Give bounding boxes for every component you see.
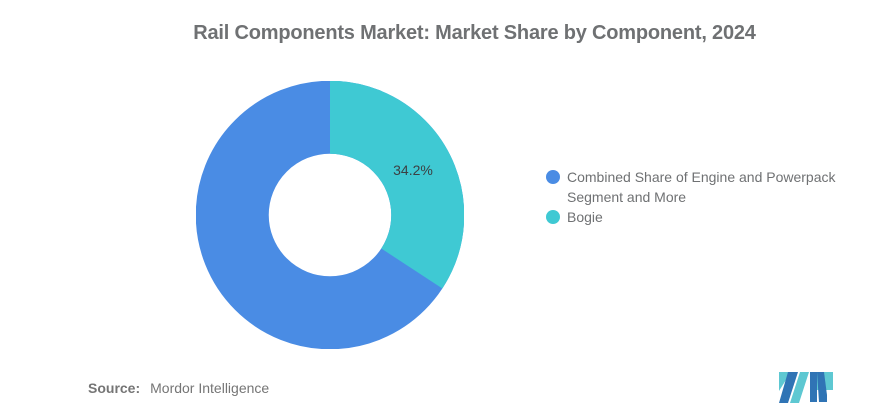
legend-label: Bogie [567,209,603,225]
donut-chart-area: 34.2% [196,81,464,349]
slice-value-label: 34.2% [393,162,433,178]
legend-item: Combined Share of Engine and Powerpack S… [546,167,845,207]
logo-shape-blue-left [779,372,798,403]
chart-legend: Combined Share of Engine and Powerpack S… [546,167,845,227]
mordor-intelligence-logo [779,372,836,403]
logo-shape-teal-mid [790,372,809,403]
donut-chart [196,81,464,349]
legend-label: Combined Share of Engine and Powerpack S… [567,169,836,205]
legend-dot [546,170,560,184]
mordor-intelligence-logo-icon [779,372,833,403]
logo-shape-blue-bar [810,372,817,402]
legend-dot [546,210,560,224]
legend-item: Bogie [546,207,845,227]
source-value: Mordor Intelligence [150,380,270,396]
chart-title: Rail Components Market: Market Share by … [193,22,756,44]
source-attribution: Source: Mordor Intelligence [88,380,269,396]
source-label: Source: [88,380,141,396]
logo-shape-blue-diagonal [817,372,827,402]
donut-segment [196,81,464,349]
